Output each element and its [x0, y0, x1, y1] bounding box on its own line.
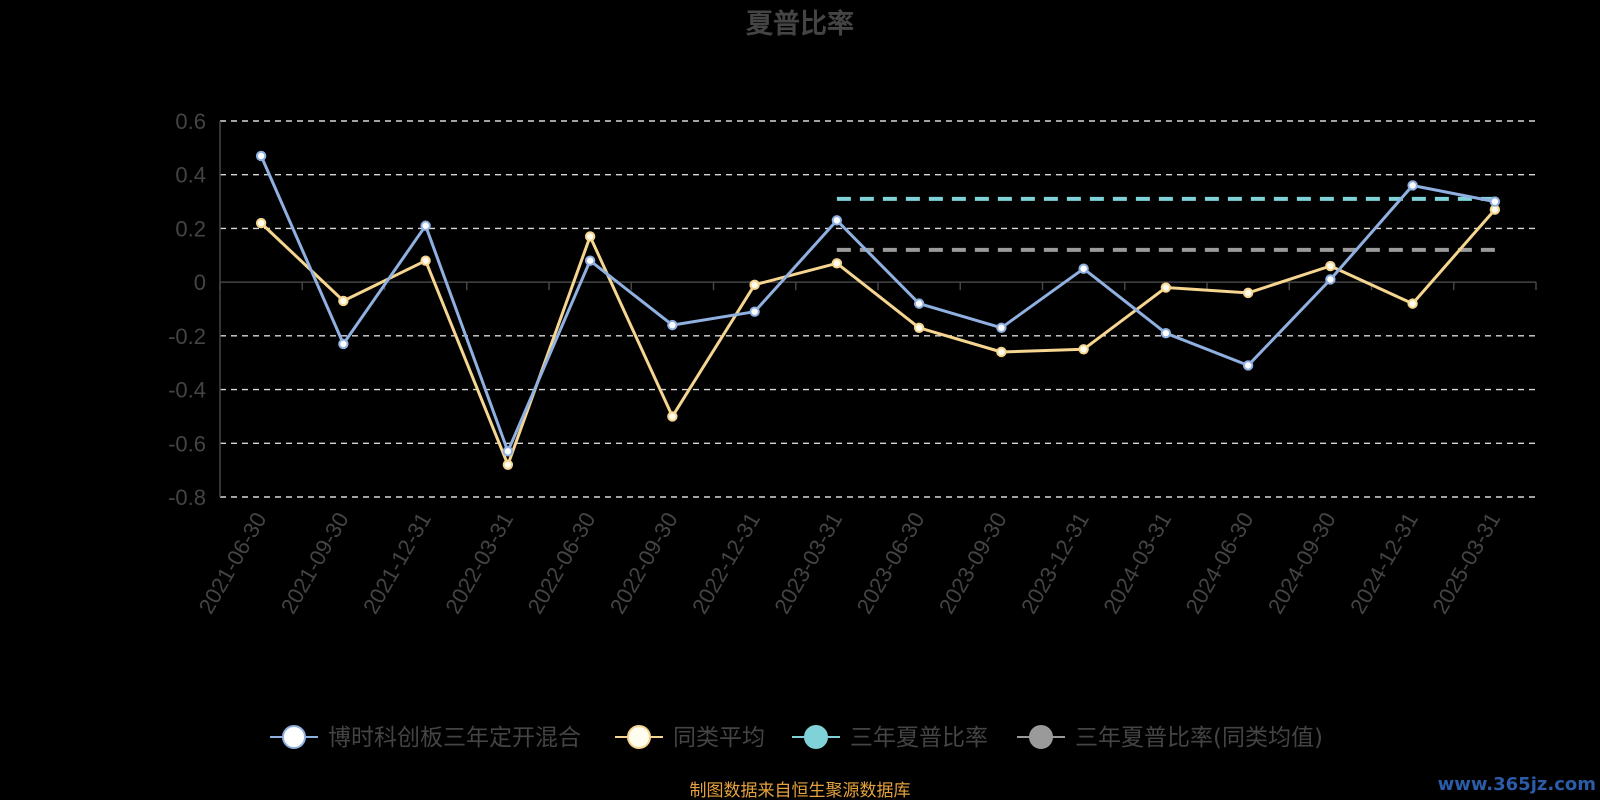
x-tick-label: 2021-12-31: [358, 508, 436, 618]
y-tick-label: -0.4: [168, 378, 206, 403]
grid-lines: [220, 120, 1536, 498]
data-point: [338, 295, 349, 307]
legend-item[interactable]: 三年夏普比率: [792, 725, 988, 751]
data-point: [420, 220, 431, 231]
y-tick-label: -0.2: [168, 324, 206, 349]
data-point: [1325, 274, 1336, 285]
data-point: [502, 459, 514, 470]
x-tick-label: 2023-09-30: [934, 508, 1012, 618]
x-tick-label: 2021-06-30: [194, 508, 272, 618]
legend[interactable]: 博时科创板三年定开混合 同类平均 三年夏普比率 三年夏普比率(同类均值): [270, 725, 1323, 751]
data-point: [1242, 360, 1254, 371]
legend-marker: [282, 725, 306, 749]
legend-marker: [804, 725, 828, 749]
data-point: [749, 306, 760, 317]
x-tick-label: 2024-03-31: [1098, 508, 1176, 618]
reference-lines: [836, 196, 1495, 252]
watermark: www.365jz.com: [1438, 774, 1596, 795]
x-tick-label: 2023-12-31: [1016, 508, 1094, 618]
data-point: [1160, 282, 1172, 293]
legend-label: 博时科创板三年定开混合: [328, 725, 581, 751]
data-point: [667, 411, 678, 422]
data-point: [1489, 196, 1501, 207]
x-tick-label: 2022-09-30: [605, 508, 683, 618]
data-point: [584, 255, 596, 266]
chart-title: 夏普比率: [746, 8, 854, 40]
data-point: [338, 338, 349, 350]
x-tick-label: 2023-06-30: [852, 508, 930, 618]
x-tick-label: 2023-03-31: [769, 508, 847, 618]
data-point: [831, 258, 843, 269]
legend-item[interactable]: 三年夏普比率(同类均值): [1017, 725, 1323, 751]
data-point: [420, 255, 431, 266]
data-point: [831, 215, 843, 226]
x-tick-label: 2022-03-31: [440, 508, 518, 618]
data-point: [1242, 287, 1254, 299]
y-tick-label: 0.6: [175, 109, 206, 134]
x-tick-label: 2024-06-30: [1181, 508, 1259, 618]
data-point: [1407, 180, 1418, 191]
x-tick-label: 2022-12-31: [687, 508, 765, 618]
data-point: [502, 446, 514, 457]
y-tick-label: 0.4: [175, 163, 206, 188]
data-point: [1325, 260, 1336, 272]
y-tick-label: 0.2: [175, 216, 206, 241]
y-tick-label: -0.8: [168, 485, 206, 510]
data-point: [1078, 263, 1089, 274]
data-point: [913, 322, 925, 333]
data-point: [996, 322, 1007, 333]
series-lines: [255, 150, 1501, 470]
x-tick-label: 2024-12-31: [1345, 508, 1423, 618]
legend-item[interactable]: 博时科创板三年定开混合: [270, 725, 581, 751]
data-point: [584, 231, 596, 242]
x-tick-label: 2022-06-30: [523, 508, 601, 618]
legend-item[interactable]: 同类平均: [615, 725, 765, 751]
x-tick-label: 2021-09-30: [276, 508, 354, 618]
legend-label: 同类平均: [673, 725, 765, 751]
data-point: [667, 319, 678, 331]
source-note: 制图数据来自恒生聚源数据库: [690, 781, 911, 800]
x-tick-label: 2025-03-31: [1427, 508, 1505, 618]
series-line: [259, 155, 1496, 453]
data-point: [749, 279, 760, 291]
data-point: [1078, 344, 1089, 355]
data-point: [255, 150, 267, 162]
series-line: [260, 208, 1497, 467]
legend-label: 三年夏普比率(同类均值): [1075, 725, 1323, 751]
data-point: [1160, 327, 1172, 339]
data-point: [996, 346, 1007, 358]
y-tick-label: 0: [194, 270, 206, 295]
y-tick-label: -0.6: [168, 431, 206, 456]
legend-label: 三年夏普比率: [850, 725, 988, 751]
legend-marker: [627, 725, 651, 749]
data-point: [1407, 298, 1418, 309]
data-point: [255, 217, 267, 229]
data-point: [913, 298, 925, 309]
legend-marker: [1029, 725, 1053, 749]
x-tick-label: 2024-09-30: [1263, 508, 1341, 618]
